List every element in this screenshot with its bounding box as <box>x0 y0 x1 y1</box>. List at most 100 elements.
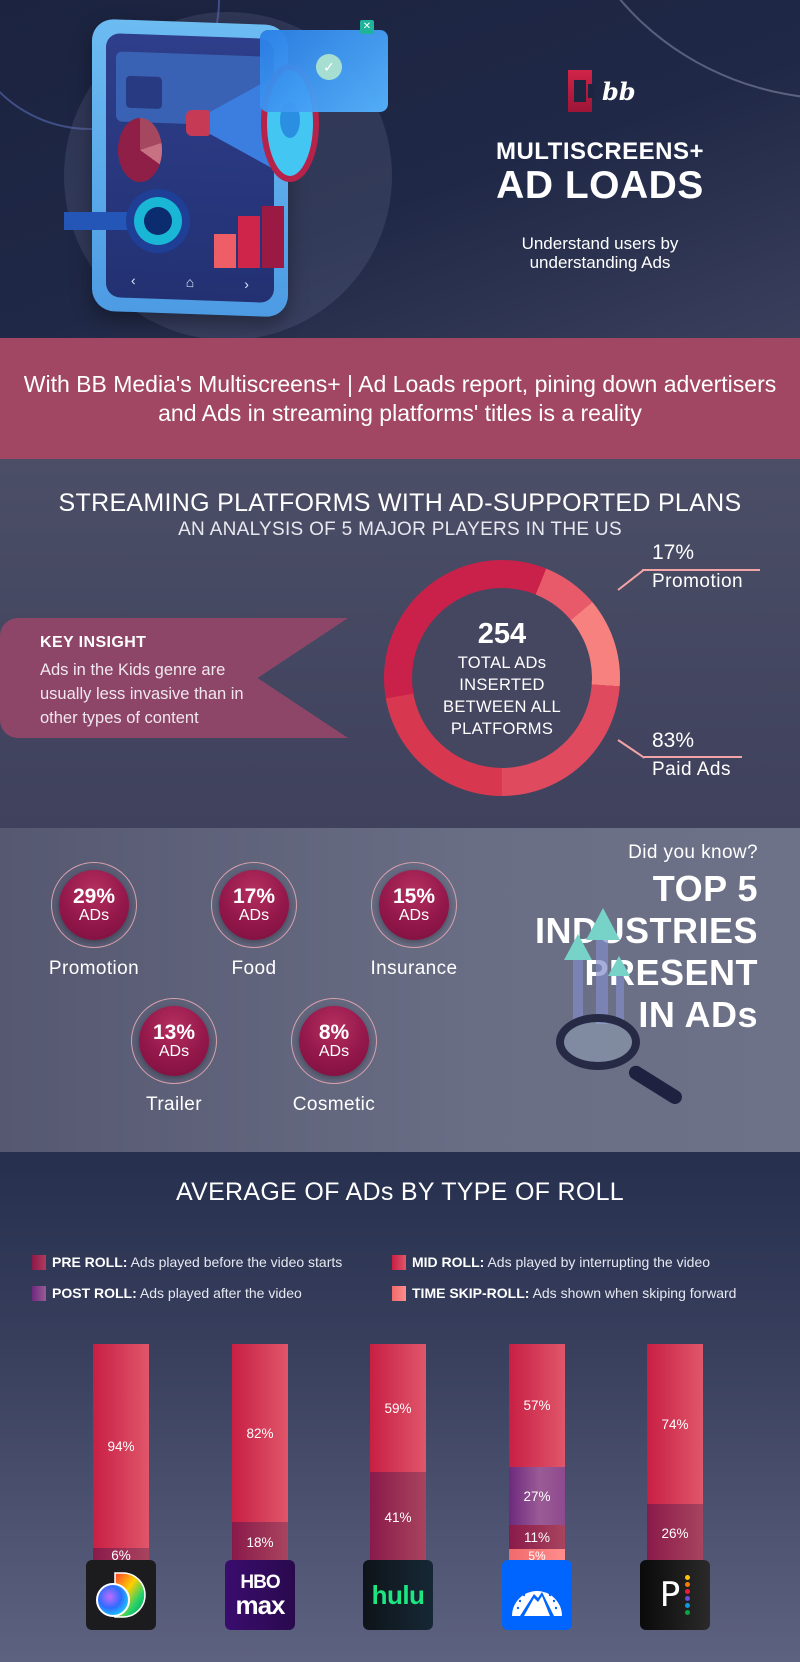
pie-chart-icon <box>118 118 162 182</box>
tagline-line2: understanding Ads <box>529 253 671 272</box>
mid-roll-segment: 82% <box>232 1344 288 1522</box>
legend-key: TIME SKIP-ROLL: <box>412 1285 530 1301</box>
section-subtitle: AN ANALYSIS OF 5 MAJOR PLAYERS IN THE US <box>178 519 622 540</box>
legend-desc: Ads played by interrupting the video <box>487 1254 711 1270</box>
industry-unit: ADs <box>398 906 430 924</box>
industry-pct: 15% <box>392 884 436 908</box>
pre-roll-segment: 41% <box>370 1472 426 1562</box>
industry-badge: 29% ADs <box>59 870 129 940</box>
hbo-text: HBO <box>240 1571 280 1593</box>
arrow-stem <box>616 974 624 1024</box>
donut-hole <box>412 588 592 768</box>
brand-name: bb <box>602 76 636 106</box>
industry-unit: ADs <box>78 906 110 924</box>
paid-pct: 83% <box>652 729 695 752</box>
did-you-know: Did you know? <box>628 842 758 863</box>
industry-pct: 8% <box>318 1020 350 1044</box>
legend-pre-roll: PRE ROLL: Ads played before the video st… <box>32 1254 342 1270</box>
legend-post-roll: POST ROLL: Ads played after the video <box>32 1285 302 1301</box>
heading-line: IN ADs <box>638 994 758 1035</box>
mid-roll-swatch <box>392 1254 406 1270</box>
paid-callout-line <box>617 739 646 759</box>
legend-key: PRE ROLL: <box>52 1254 128 1270</box>
promotion-pct: 17% <box>652 541 695 564</box>
legend-mid-roll: MID ROLL: Ads played by interrupting the… <box>392 1254 710 1270</box>
user-icon <box>126 75 162 110</box>
promotion-callout-line <box>642 569 760 571</box>
hero-title-line2: AD LOADS <box>496 164 704 207</box>
key-insight-body: Ads in the Kids genre are usually less i… <box>40 661 244 727</box>
legend-key: POST ROLL: <box>52 1285 137 1301</box>
label-line: INSERTED <box>459 676 545 694</box>
hero-tagline: Understand users by understanding Ads <box>440 234 760 272</box>
arrow-stem <box>573 954 583 1024</box>
bar-chart-icon <box>214 198 304 268</box>
post-roll-swatch <box>32 1285 46 1301</box>
peacock-logo: P <box>640 1560 710 1630</box>
home-icon: ⌂ <box>185 273 195 291</box>
legend-desc: Ads played before the video starts <box>130 1254 343 1270</box>
legend-key: MID ROLL: <box>412 1254 485 1270</box>
industry-pct: 13% <box>152 1020 196 1044</box>
pre-roll-segment: 11% <box>509 1525 565 1549</box>
legend-time-skip-roll: TIME SKIP-ROLL: Ads shown when skiping f… <box>392 1285 736 1301</box>
total-ads-number: 254 <box>477 618 527 650</box>
promotion-callout-line <box>617 569 644 591</box>
up-arrow-icon <box>586 908 620 940</box>
peacock-dots-icon <box>685 1575 691 1615</box>
mid-roll-segment: 94% <box>93 1344 149 1548</box>
check-icon: ✓ <box>316 54 342 80</box>
industry-item-promotion: 29% ADs Promotion <box>29 862 159 980</box>
industry-badge: 17% ADs <box>219 870 289 940</box>
paid-callout-line <box>644 756 742 758</box>
back-chevron-icon: ‹ <box>131 271 136 289</box>
close-icon: ✕ <box>360 20 374 34</box>
pre-roll-swatch <box>32 1254 46 1270</box>
bar-peacock: 74% 26% <box>647 1344 703 1562</box>
bb-logo-mark-icon <box>568 70 594 112</box>
industry-unit: ADs <box>238 906 270 924</box>
industry-badge: 8% ADs <box>299 1006 369 1076</box>
post-roll-segment: 27% <box>509 1467 565 1525</box>
total-ads-donut-chart: 254 TOTAL ADs INSERTED BETWEEN ALL PLATF… <box>384 560 620 796</box>
up-arrow-icon <box>608 956 630 976</box>
magnifier-icon <box>64 189 190 253</box>
industry-item-cosmetic: 8% ADs Cosmetic <box>269 998 399 1116</box>
bb-media-logo: bb <box>568 70 636 112</box>
pre-roll-segment: 6% <box>93 1548 149 1563</box>
intro-banner: With BB Media's Multiscreens+ | Ad Loads… <box>0 338 800 459</box>
mid-roll-segment: 59% <box>370 1344 426 1472</box>
industry-badge: 13% ADs <box>139 1006 209 1076</box>
total-ads-label: TOTAL ADs INSERTED BETWEEN ALL PLATFORMS <box>384 652 620 740</box>
pre-roll-segment: 26% <box>647 1504 703 1562</box>
time-skip-roll-swatch <box>392 1285 406 1301</box>
section-title: STREAMING PLATFORMS WITH AD-SUPPORTED PL… <box>58 489 742 517</box>
platforms-section: STREAMING PLATFORMS WITH AD-SUPPORTED PL… <box>0 459 800 828</box>
industry-item-food: 17% ADs Food <box>189 862 319 980</box>
discovery-plus-logo-icon <box>96 1572 146 1618</box>
label-line: BETWEEN ALL <box>443 698 561 716</box>
industries-section: 29% ADs Promotion 17% ADs Food 15% ADs I… <box>0 828 800 1152</box>
time-skip-roll-segment: 5% <box>509 1549 565 1563</box>
bar-paramount-plus: 57% 27% 11% 5% <box>509 1344 565 1563</box>
industry-pct: 17% <box>232 884 276 908</box>
paid-label: Paid Ads <box>652 759 731 780</box>
mid-roll-segment: 74% <box>647 1344 703 1504</box>
hbo-max-logo: HBO max <box>225 1560 295 1630</box>
mid-roll-segment: 57% <box>509 1344 565 1467</box>
bar-hulu: 59% 41% <box>370 1344 426 1562</box>
industry-item-insurance: 15% ADs Insurance <box>349 862 479 980</box>
key-insight-title: KEY INSIGHT <box>40 634 147 651</box>
paramount-plus-logo <box>502 1560 572 1630</box>
bar-discovery-plus: 94% 6% <box>93 1344 149 1563</box>
magnifier-handle-icon <box>626 1063 685 1107</box>
industry-unit: ADs <box>318 1042 350 1060</box>
industry-badge: 15% ADs <box>379 870 449 940</box>
industry-unit: ADs <box>158 1042 190 1060</box>
roll-chart-title: AVERAGE OF ADs BY TYPE OF ROLL <box>175 1178 625 1206</box>
hero-section: ‹ ⌂ › ✕ ✓ bb MULTISCREENS+ AD LOADS Unde… <box>0 0 800 338</box>
hero-title-line1: MULTISCREENS+ <box>495 138 705 165</box>
pre-roll-segment: 18% <box>232 1522 288 1562</box>
arrow-stem <box>596 932 608 1024</box>
legend-desc: Ads shown when skiping forward <box>532 1285 737 1301</box>
